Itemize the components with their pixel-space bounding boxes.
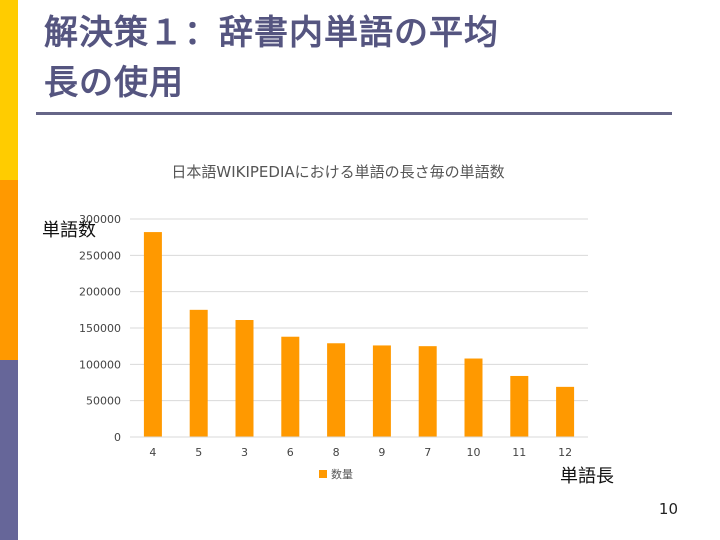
bar — [281, 336, 300, 437]
bar — [235, 320, 254, 437]
x-tick-label: 6 — [287, 446, 294, 459]
x-tick-label: 8 — [333, 446, 340, 459]
bar — [464, 358, 483, 437]
x-tick-label: 11 — [512, 446, 526, 459]
bar — [418, 346, 437, 437]
chart-title: 日本語WIKIPEDIAにおける単語の長さ毎の単語数 — [171, 163, 504, 181]
y-tick-label: 100000 — [79, 358, 121, 371]
y-tick-label: 300000 — [79, 213, 121, 226]
y-tick-label: 50000 — [86, 395, 121, 408]
x-tick-label: 5 — [195, 446, 202, 459]
x-tick-label: 9 — [378, 446, 385, 459]
chart-legend: 数量 — [319, 468, 353, 481]
slide-title-line2: 長の使用 — [44, 63, 184, 103]
x-axis-label: 単語長 — [560, 466, 614, 487]
sidebar-band-purple — [0, 360, 18, 540]
x-axis-ticks: 4 5 3 6 8 9 7 10 11 12 — [149, 446, 572, 459]
title-divider — [36, 112, 672, 115]
chart-bars — [143, 232, 575, 437]
bar — [327, 343, 346, 437]
page-number: 10 — [658, 500, 678, 518]
bar — [189, 309, 208, 437]
y-tick-label: 150000 — [79, 322, 121, 335]
x-tick-label: 3 — [241, 446, 248, 459]
bar — [143, 232, 162, 437]
legend-swatch — [319, 470, 327, 478]
sidebar-band-yellow — [0, 0, 18, 180]
y-axis-label: 単語数 — [42, 220, 96, 241]
bar — [556, 386, 575, 437]
y-tick-label: 200000 — [79, 286, 121, 299]
x-tick-label: 12 — [558, 446, 572, 459]
sidebar-band-orange — [0, 180, 18, 360]
slide-title: 解決策１：辞書内単語の平均 長の使用 — [44, 8, 604, 108]
slide-sidebar — [0, 0, 18, 540]
bar — [510, 375, 529, 437]
x-tick-label: 10 — [467, 446, 481, 459]
slide-title-line1: 解決策１：辞書内単語の平均 — [44, 13, 499, 53]
bar — [372, 345, 391, 437]
x-tick-label: 4 — [149, 446, 156, 459]
legend-label: 数量 — [331, 468, 353, 481]
y-tick-label: 0 — [114, 431, 121, 444]
x-tick-label: 7 — [424, 446, 431, 459]
y-axis-ticks: 0 50000 100000 150000 200000 250000 300000 — [79, 213, 121, 444]
y-tick-label: 250000 — [79, 249, 121, 262]
